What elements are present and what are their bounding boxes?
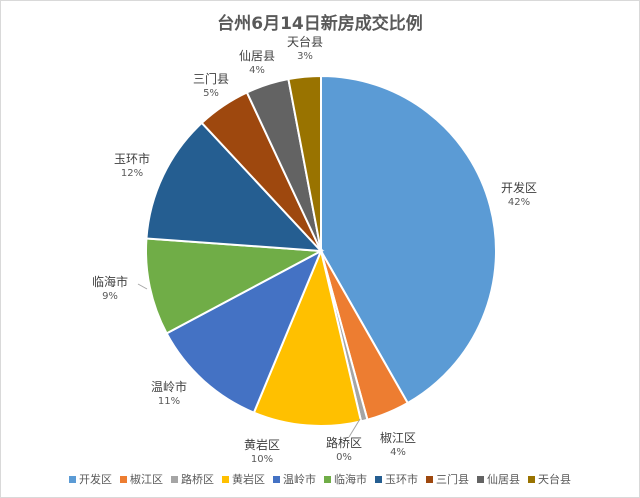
slice-percent-9: 4% [249,65,265,76]
slice-percent-8: 5% [203,88,219,99]
legend-label: 开发区 [79,473,112,486]
leader-line-3 [348,418,361,438]
legend-item-4: 黄岩区 [222,471,265,487]
legend-swatch [171,475,178,483]
legend-label: 临海市 [334,473,367,486]
legend-swatch [528,475,535,483]
legend-swatch [222,475,229,483]
pie-slice-10 [287,74,322,252]
slice-percent-6: 9% [102,291,118,302]
legend-item-2: 椒江区 [120,471,163,487]
legend-label: 椒江区 [130,473,163,486]
legend-item-6: 临海市 [324,471,367,487]
pie-slice-4 [252,247,363,427]
legend-item-1: 开发区 [69,471,112,487]
slice-label-2: 椒江区 [380,431,416,445]
pie-slice-1 [320,74,497,405]
slice-label-5: 温岭市 [151,379,187,394]
slice-label-1: 开发区 [501,180,537,195]
legend-label: 黄岩区 [232,473,265,486]
slice-percent-1: 42% [508,197,530,208]
chart-legend: 开发区 椒江区 路桥区 黄岩区 温岭市 临海市 玉环市 三门县 仙居县 天台县 [1,471,639,487]
slice-label-4: 黄岩区 [244,437,280,452]
slice-percent-7: 12% [121,168,143,179]
slice-label-3: 路桥区 [326,435,362,450]
slice-percent-10: 3% [297,51,313,62]
leader-line-6 [137,283,148,290]
legend-label: 天台县 [538,473,571,486]
legend-swatch [69,475,76,483]
slice-percent-3: 0% [336,452,352,463]
legend-swatch [426,475,433,483]
slice-percent-4: 10% [251,454,273,465]
legend-item-5: 温岭市 [273,471,316,487]
legend-item-8: 三门县 [426,471,469,487]
legend-label: 三门县 [436,473,469,486]
slice-label-8: 三门县 [193,71,229,86]
pie-slice-5 [165,248,323,414]
slice-label-6: 临海市 [92,274,128,289]
legend-label: 温岭市 [283,473,316,486]
legend-item-3: 路桥区 [171,471,214,487]
legend-label: 路桥区 [181,473,214,486]
legend-swatch [375,475,382,483]
pie-chart: 开发区 42% 椒江区 4% 路桥区 0% 黄岩区 10% 温岭市 11% 临海市 9% 玉环市 12% 三… [92,34,537,465]
legend-item-9: 仙居县 [477,471,520,487]
legend-swatch [273,475,280,483]
slice-percent-5: 11% [158,396,180,407]
slice-label-10: 天台县 [287,34,323,49]
legend-label: 玉环市 [385,473,418,486]
slice-label-9: 仙居县 [239,49,275,63]
slice-label-7: 玉环市 [114,151,150,166]
chart-title: 台州6月14日新房成交比例 [217,14,423,34]
legend-item-10: 天台县 [528,471,571,487]
legend-label: 仙居县 [487,473,520,486]
slice-percent-2: 4% [390,447,406,458]
legend-swatch [477,475,484,483]
legend-swatch [324,475,331,483]
legend-item-7: 玉环市 [375,471,418,487]
pie-slice-7 [145,121,324,253]
legend-swatch [120,475,127,483]
pie-slice-6 [145,237,325,335]
